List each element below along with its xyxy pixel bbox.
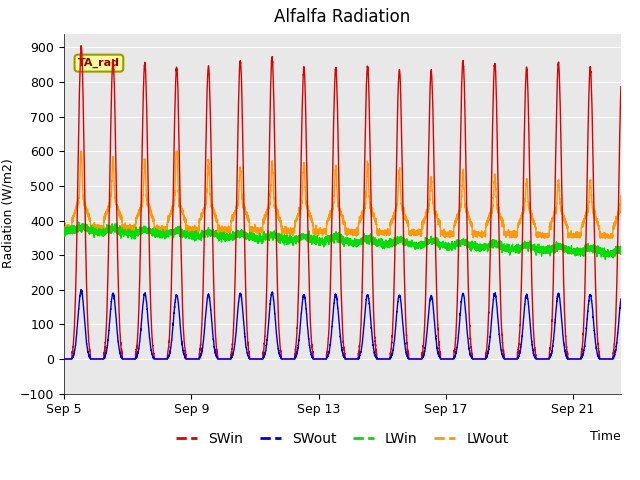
Y-axis label: Radiation (W/m2): Radiation (W/m2) [1,159,14,268]
Text: Time: Time [590,430,621,443]
Title: Alfalfa Radiation: Alfalfa Radiation [275,9,410,26]
Text: TA_rad: TA_rad [78,58,120,68]
Legend: SWin, SWout, LWin, LWout: SWin, SWout, LWin, LWout [171,426,514,452]
